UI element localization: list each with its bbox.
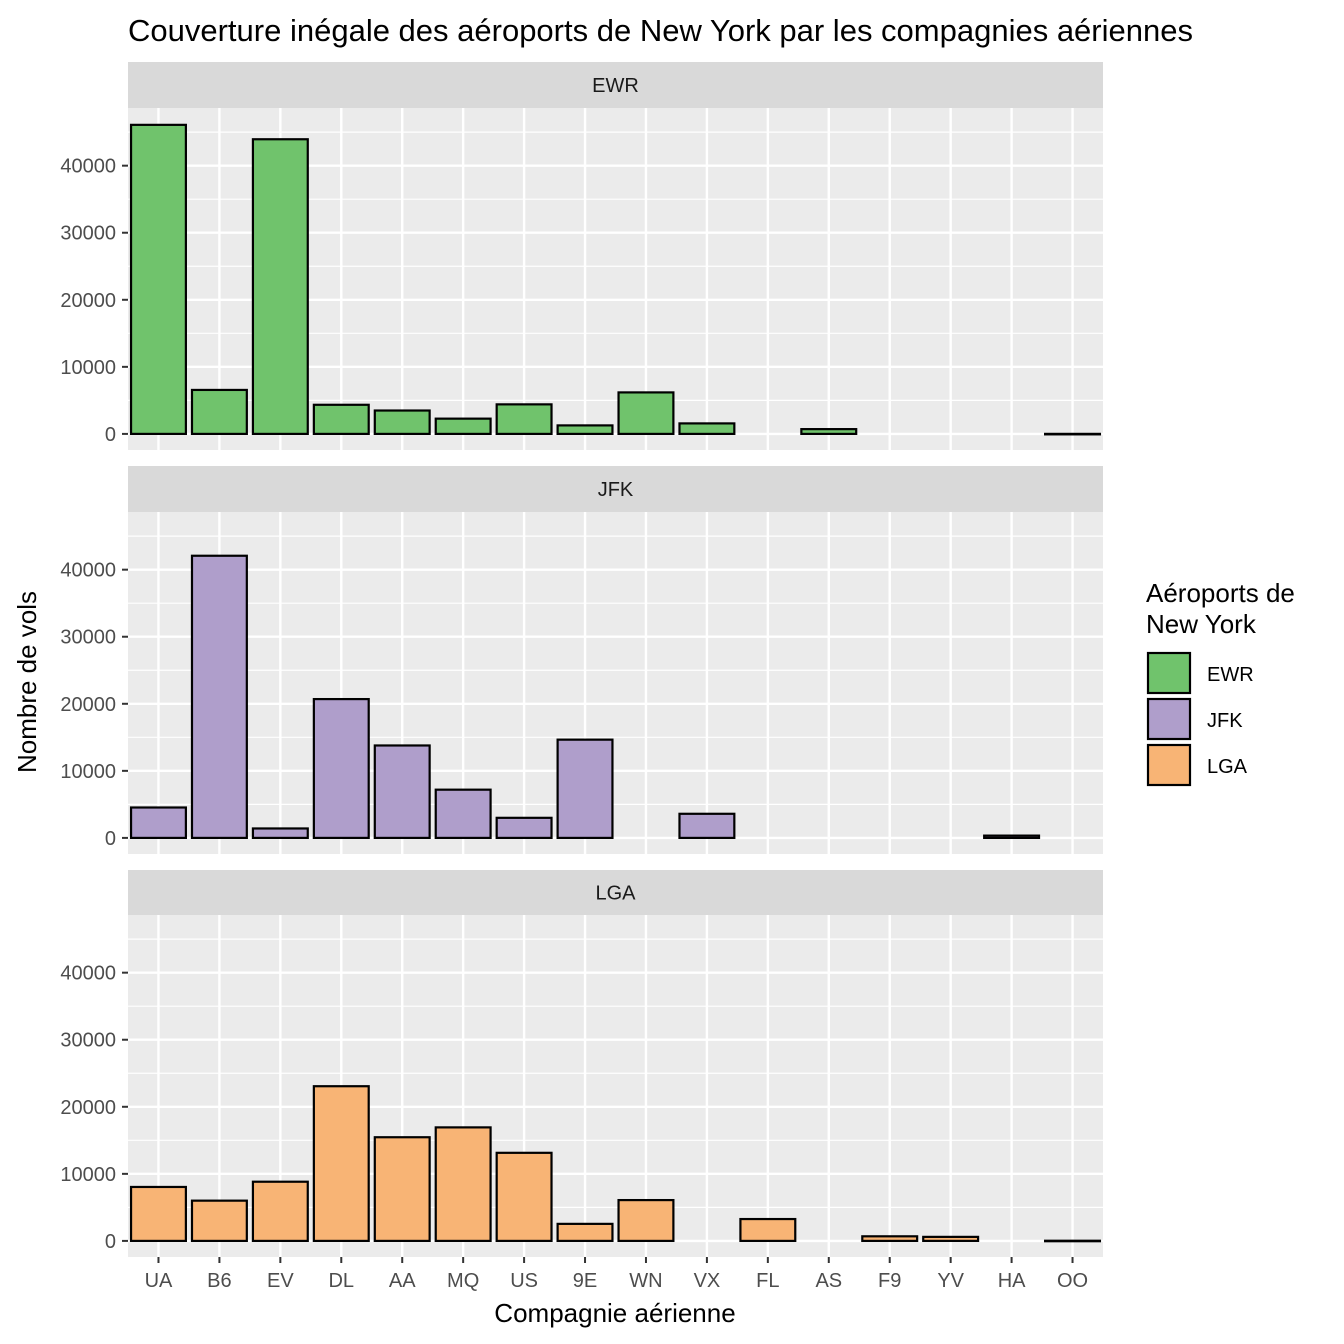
bar-lga-yv	[922, 1235, 980, 1243]
x-tick-label: DL	[328, 1270, 354, 1292]
y-axis-title: Nombre de vols	[12, 591, 42, 773]
bar-jfk-b6	[190, 554, 248, 840]
x-tick-label: 9E	[573, 1270, 597, 1292]
x-axis-ticks: UA B6 EV DL AA MQ US 9E WN VX FL AS F9 YV HA OO	[145, 1257, 1088, 1292]
legend-label-lga: LGA	[1207, 756, 1248, 778]
facet-strip-label: LGA	[595, 883, 636, 905]
bar-lga-mq	[434, 1126, 492, 1243]
y-tick-label: 30000	[60, 223, 116, 245]
x-tick-label: AA	[389, 1270, 416, 1292]
bar-jfk-us	[495, 816, 553, 840]
x-tick-label: AS	[815, 1270, 842, 1292]
legend-key-jfk	[1146, 697, 1192, 741]
y-tick-label: 40000	[60, 963, 116, 985]
panel-lga: LGA 0 10000 20000 30000 40000	[60, 870, 1103, 1257]
x-tick-label: HA	[998, 1270, 1026, 1292]
y-tick-label: 40000	[60, 156, 116, 178]
facet-strip	[128, 466, 1103, 512]
y-tick-label: 20000	[60, 290, 116, 312]
legend-label-jfk: JFK	[1207, 710, 1243, 732]
y-tick-label: 10000	[60, 1164, 116, 1186]
y-tick-label: 10000	[60, 357, 116, 379]
legend-key-ewr	[1146, 651, 1192, 695]
bar-lga-dl	[312, 1085, 370, 1243]
bar-ewr-us	[495, 403, 553, 436]
x-tick-label: OO	[1057, 1270, 1088, 1292]
bar-jfk-aa	[373, 744, 431, 840]
y-tick-label: 20000	[60, 1097, 116, 1119]
legend-label-ewr: EWR	[1207, 664, 1254, 686]
x-tick-label: YV	[937, 1270, 964, 1292]
y-tick-label: 20000	[60, 694, 116, 716]
x-tick-label: UA	[145, 1270, 173, 1292]
y-tick-label: 30000	[60, 627, 116, 649]
bar-ewr-oo	[1044, 432, 1102, 436]
facet-strip-label: EWR	[592, 75, 639, 97]
bar-ewr-aa	[373, 409, 431, 436]
legend: Aéroports de New York EWR JFK LGA	[1146, 578, 1295, 787]
x-tick-label: MQ	[447, 1270, 479, 1292]
legend-title-line-1: Aéroports de	[1146, 578, 1295, 608]
bar-lga-wn	[617, 1198, 675, 1243]
bar-jfk-ua	[129, 806, 187, 840]
x-tick-label: F9	[878, 1270, 901, 1292]
y-tick-label: 10000	[60, 761, 116, 783]
panel-jfk: JFK 0 10000 20000 30000 40000	[60, 466, 1103, 854]
bar-lga-b6	[190, 1199, 248, 1243]
y-tick-label: 0	[105, 424, 116, 446]
bar-jfk-ha	[983, 834, 1041, 840]
bar-jfk-9e	[556, 738, 614, 840]
x-tick-label: WN	[629, 1270, 662, 1292]
facet-strip	[128, 62, 1103, 108]
y-tick-label: 40000	[60, 560, 116, 582]
chart-title: Couverture inégale des aéroports de New …	[128, 13, 1193, 48]
bar-lga-aa	[373, 1136, 431, 1243]
x-axis-title: Compagnie aérienne	[494, 1298, 735, 1328]
bar-lga-us	[495, 1151, 553, 1243]
bar-lga-oo	[1044, 1239, 1102, 1243]
bar-ewr-ua	[129, 123, 187, 436]
bar-jfk-dl	[312, 697, 370, 840]
panel-background	[128, 512, 1103, 854]
bar-jfk-vx	[678, 812, 736, 840]
bar-lga-ev	[251, 1180, 309, 1243]
facet-panels: EWR 0 10000 20000 30000 40000 JFK 0 10000 20000 30…	[60, 62, 1103, 1257]
facet-strip-label: JFK	[598, 479, 634, 501]
bar-ewr-dl	[312, 403, 370, 436]
bar-ewr-wn	[617, 391, 675, 436]
bar-ewr-ev	[251, 138, 309, 436]
panel-ewr: EWR 0 10000 20000 30000 40000	[60, 62, 1103, 450]
bar-ewr-vx	[678, 422, 736, 436]
x-tick-label: US	[510, 1270, 538, 1292]
legend-title-line-2: New York	[1146, 609, 1257, 639]
bar-ewr-b6	[190, 388, 248, 436]
bar-jfk-mq	[434, 788, 492, 840]
legend-items: EWR JFK LGA	[1146, 651, 1254, 787]
legend-key-lga	[1146, 743, 1192, 787]
y-tick-label: 0	[105, 828, 116, 850]
y-tick-label: 30000	[60, 1030, 116, 1052]
facet-strip	[128, 870, 1103, 915]
x-tick-label: FL	[756, 1270, 779, 1292]
bar-ewr-as	[800, 428, 858, 436]
y-tick-label: 0	[105, 1231, 116, 1253]
bar-lga-9e	[556, 1222, 614, 1243]
bar-ewr-mq	[434, 417, 492, 436]
bar-ewr-9e	[556, 424, 614, 436]
x-tick-label: EV	[267, 1270, 294, 1292]
bar-lga-fl	[739, 1217, 797, 1243]
bar-lga-ua	[129, 1185, 187, 1243]
bar-lga-f9	[861, 1235, 919, 1243]
bar-jfk-ev	[251, 827, 309, 840]
x-tick-label: VX	[694, 1270, 721, 1292]
x-tick-label: B6	[207, 1270, 231, 1292]
